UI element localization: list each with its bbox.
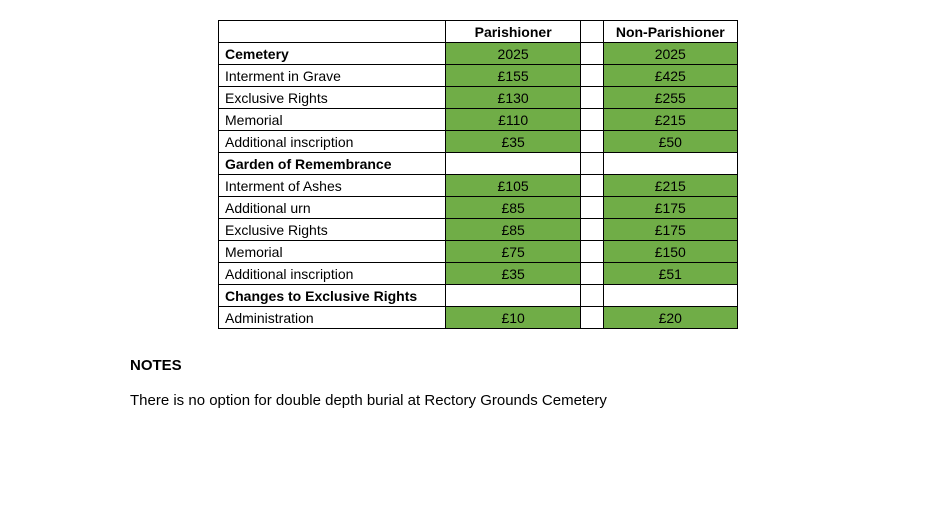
row-parishioner-value: £85 — [446, 219, 580, 241]
row-parishioner-value — [446, 285, 580, 307]
row-parishioner-value: £155 — [446, 65, 580, 87]
row-non-parishioner-value: £51 — [603, 263, 737, 285]
row-gap — [580, 109, 603, 131]
row-non-parishioner-value — [603, 153, 737, 175]
row-gap — [580, 175, 603, 197]
row-non-parishioner-value: £20 — [603, 307, 737, 329]
row-non-parishioner-value: £150 — [603, 241, 737, 263]
row-label: Memorial — [219, 109, 446, 131]
row-non-parishioner-value: £50 — [603, 131, 737, 153]
row-label: Garden of Remembrance — [219, 153, 446, 175]
row-label: Interment in Grave — [219, 65, 446, 87]
header-parishioner: Parishioner — [446, 21, 580, 43]
row-gap — [580, 43, 603, 65]
row-non-parishioner-value: £215 — [603, 109, 737, 131]
row-label: Memorial — [219, 241, 446, 263]
header-non-parishioner: Non-Parishioner — [603, 21, 737, 43]
header-empty — [219, 21, 446, 43]
row-label: Additional urn — [219, 197, 446, 219]
row-gap — [580, 153, 603, 175]
row-non-parishioner-value: £175 — [603, 219, 737, 241]
row-parishioner-value: £105 — [446, 175, 580, 197]
row-gap — [580, 65, 603, 87]
row-label: Exclusive Rights — [219, 87, 446, 109]
row-non-parishioner-value: 2025 — [603, 43, 737, 65]
row-non-parishioner-value: £425 — [603, 65, 737, 87]
notes-heading: NOTES — [130, 357, 932, 374]
row-label: Exclusive Rights — [219, 219, 446, 241]
row-parishioner-value: £35 — [446, 263, 580, 285]
notes-text: There is no option for double depth buri… — [130, 392, 932, 409]
row-gap — [580, 241, 603, 263]
row-gap — [580, 263, 603, 285]
row-gap — [580, 307, 603, 329]
row-label: Cemetery — [219, 43, 446, 65]
row-gap — [580, 197, 603, 219]
row-gap — [580, 219, 603, 241]
row-label: Additional inscription — [219, 131, 446, 153]
row-parishioner-value: £130 — [446, 87, 580, 109]
fees-table: ParishionerNon-ParishionerCemetery202520… — [218, 20, 738, 329]
row-label: Additional inscription — [219, 263, 446, 285]
row-label: Interment of Ashes — [219, 175, 446, 197]
row-label: Administration — [219, 307, 446, 329]
row-non-parishioner-value: £255 — [603, 87, 737, 109]
header-gap — [580, 21, 603, 43]
row-non-parishioner-value — [603, 285, 737, 307]
row-parishioner-value: £75 — [446, 241, 580, 263]
row-parishioner-value: 2025 — [446, 43, 580, 65]
row-gap — [580, 285, 603, 307]
row-non-parishioner-value: £175 — [603, 197, 737, 219]
row-parishioner-value: £35 — [446, 131, 580, 153]
row-label: Changes to Exclusive Rights — [219, 285, 446, 307]
row-non-parishioner-value: £215 — [603, 175, 737, 197]
row-gap — [580, 131, 603, 153]
row-parishioner-value: £110 — [446, 109, 580, 131]
row-parishioner-value: £85 — [446, 197, 580, 219]
row-parishioner-value: £10 — [446, 307, 580, 329]
row-gap — [580, 87, 603, 109]
row-parishioner-value — [446, 153, 580, 175]
